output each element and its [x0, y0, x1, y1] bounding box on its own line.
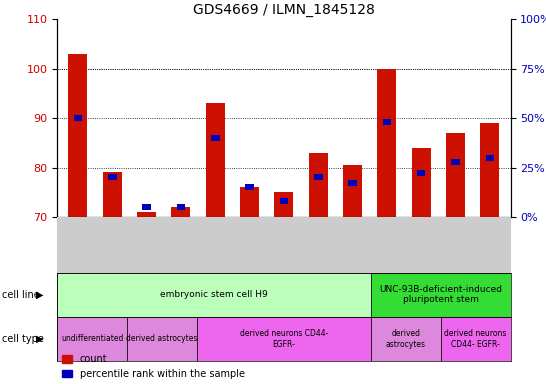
Bar — [211, 135, 219, 141]
Bar — [314, 174, 323, 180]
Text: undifferentiated: undifferentiated — [61, 334, 123, 343]
Bar — [480, 123, 500, 217]
Bar — [309, 153, 328, 217]
Text: ▶: ▶ — [35, 334, 43, 344]
Bar — [206, 103, 225, 217]
Bar — [371, 273, 511, 317]
Text: derived astrocytes: derived astrocytes — [126, 334, 198, 343]
Bar — [240, 187, 259, 217]
Bar — [103, 172, 122, 217]
Text: cell line: cell line — [2, 290, 39, 300]
Bar — [197, 317, 371, 361]
Text: cell type: cell type — [2, 334, 44, 344]
Bar — [441, 317, 511, 361]
Bar — [57, 273, 371, 317]
Bar — [343, 165, 362, 217]
Bar — [452, 159, 460, 165]
Bar — [485, 155, 494, 161]
Bar — [127, 317, 197, 361]
Bar — [412, 148, 431, 217]
Bar — [417, 170, 425, 176]
Bar — [446, 133, 465, 217]
Bar — [74, 115, 82, 121]
Text: derived
astrocytes: derived astrocytes — [386, 329, 426, 349]
Bar — [275, 192, 293, 217]
Text: derived neurons CD44-
EGFR-: derived neurons CD44- EGFR- — [240, 329, 328, 349]
Bar — [377, 69, 396, 217]
Bar — [68, 54, 87, 217]
Bar — [383, 119, 391, 125]
Bar — [177, 204, 185, 210]
Legend: count, percentile rank within the sample: count, percentile rank within the sample — [62, 354, 245, 379]
Text: derived neurons
CD44- EGFR-: derived neurons CD44- EGFR- — [444, 329, 507, 349]
Bar — [171, 207, 191, 217]
Text: UNC-93B-deficient-induced
pluripotent stem: UNC-93B-deficient-induced pluripotent st… — [379, 285, 502, 305]
Title: GDS4669 / ILMN_1845128: GDS4669 / ILMN_1845128 — [193, 3, 375, 17]
Bar — [57, 317, 127, 361]
Bar — [245, 184, 254, 190]
Text: embryonic stem cell H9: embryonic stem cell H9 — [161, 290, 268, 299]
Bar — [348, 180, 357, 186]
Bar — [108, 174, 116, 180]
Bar — [280, 198, 288, 204]
Bar — [371, 317, 441, 361]
Bar — [143, 204, 151, 210]
Text: ▶: ▶ — [35, 290, 43, 300]
Bar — [137, 212, 156, 217]
